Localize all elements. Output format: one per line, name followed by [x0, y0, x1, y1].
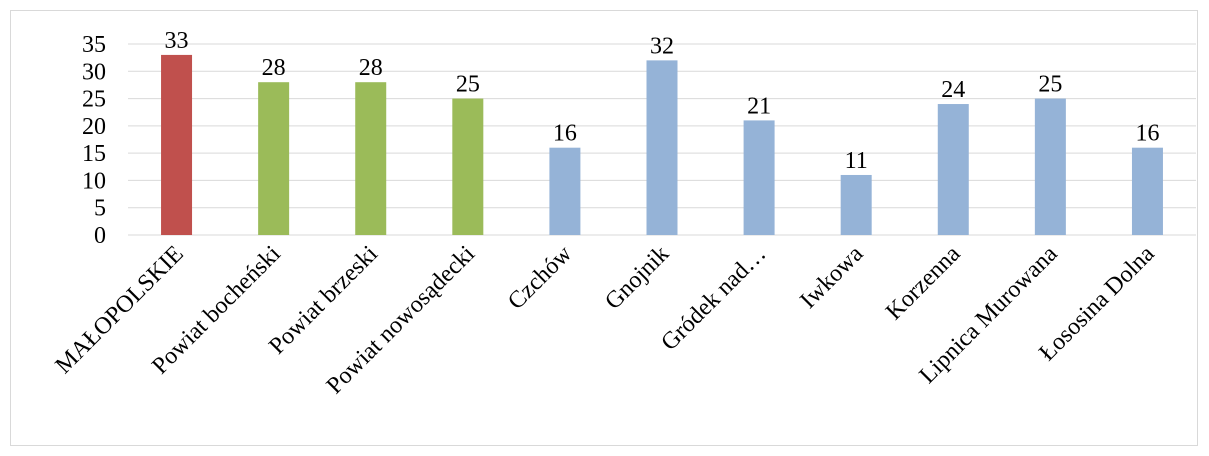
bar [1131, 147, 1163, 235]
y-tick-label: 20 [82, 114, 106, 140]
y-tick-label: 30 [82, 59, 106, 85]
x-tick-label: Gródek nad… [656, 241, 771, 356]
data-label: 16 [553, 121, 577, 147]
data-label: 21 [747, 93, 771, 119]
data-label: 11 [845, 148, 868, 174]
data-labels: 33 28 28 25 16 32 21 11 24 25 16 [165, 28, 1160, 174]
chart-frame [10, 10, 1198, 446]
y-tick-label: 15 [82, 141, 106, 167]
bar [1034, 98, 1066, 235]
bar [743, 120, 775, 235]
data-label: 28 [359, 55, 383, 81]
data-label: 28 [262, 55, 286, 81]
bar [355, 82, 387, 235]
data-label: 33 [165, 28, 189, 54]
bar [937, 104, 969, 236]
bar [452, 98, 484, 235]
x-tick-label: Gnojnik [600, 241, 674, 315]
y-tick-label: 35 [82, 32, 106, 58]
bar [549, 147, 581, 235]
y-tick-label: 0 [94, 223, 106, 249]
data-label: 16 [1135, 121, 1159, 147]
bar [840, 174, 872, 235]
bar [258, 82, 290, 235]
data-label: 32 [650, 33, 674, 59]
data-label: 25 [1038, 72, 1062, 98]
y-tick-label: 25 [82, 87, 106, 113]
x-tick-label: Czchów [503, 240, 577, 314]
x-tick-label: Korzenna [881, 241, 966, 326]
data-label: 25 [456, 72, 480, 98]
bars [161, 54, 1163, 236]
x-tick-label: Iwkowa [795, 241, 868, 314]
y-tick-label: 10 [82, 168, 106, 194]
y-tick-label: 5 [94, 196, 106, 222]
data-label: 24 [941, 77, 965, 103]
bar [161, 54, 193, 235]
bar [646, 60, 678, 235]
